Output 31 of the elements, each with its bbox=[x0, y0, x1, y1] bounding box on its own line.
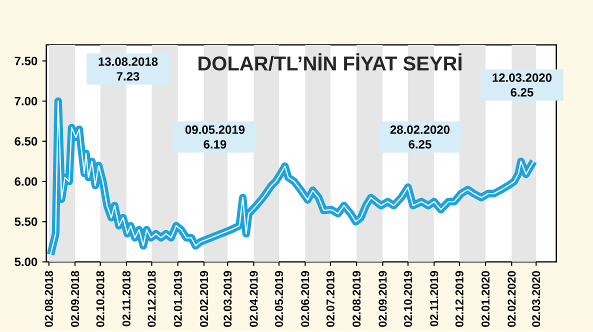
x-tick-label: 02.07.2019 bbox=[326, 271, 334, 327]
x-tick-label: 02.12.2019 bbox=[455, 271, 464, 327]
chart-title: DOLAR/TL’NİN FİYAT SEYRİ bbox=[198, 53, 462, 71]
x-tick-label: 02.03.2019 bbox=[224, 271, 232, 327]
y-tick-label: 7.00 bbox=[14, 97, 38, 106]
x-tick-label: 02.10.2019 bbox=[404, 271, 412, 327]
x-tick-label: 02.11.2019 bbox=[430, 271, 438, 326]
x-tick-label: 02.08.2019 bbox=[352, 271, 361, 327]
x-tick-label: 02.08.2018 bbox=[44, 271, 53, 327]
x-tick-label: 02.01.2020 bbox=[482, 271, 490, 327]
y-tick-label: 5.00 bbox=[14, 258, 38, 266]
y-tick-label: 6.50 bbox=[14, 137, 38, 146]
x-tick-label: 02.12.2018 bbox=[148, 271, 156, 327]
annotation: 12.03.2020 6.25 bbox=[492, 74, 552, 97]
y-tick-label: 7.50 bbox=[14, 56, 38, 66]
x-tick-label: 02.05.2019 bbox=[275, 271, 284, 327]
annotation: 13.08.2018 7.23 bbox=[98, 58, 158, 81]
x-tick-label: 02.02.2019 bbox=[200, 271, 208, 327]
x-tick-label: 02.03.2020 bbox=[532, 271, 540, 327]
annotation: 09.05.2019 6.19 bbox=[185, 126, 245, 149]
y-tick-label: 6.00 bbox=[14, 177, 38, 186]
x-tick-label: 02.09.2019 bbox=[378, 271, 387, 327]
x-tick-label: 02.04.2019 bbox=[250, 271, 258, 327]
x-tick-label: 02.09.2018 bbox=[71, 271, 80, 327]
x-tick-label: 02.01.2019 bbox=[174, 271, 182, 327]
x-tick-label: 02.02.2020 bbox=[508, 271, 516, 327]
x-tick-label: 02.06.2019 bbox=[301, 271, 310, 327]
x-tick-label: 02.11.2018 bbox=[122, 271, 130, 326]
x-tick-label: 02.10.2018 bbox=[96, 271, 104, 327]
y-tick-label: 5.50 bbox=[14, 218, 38, 226]
annotation: 28.02.2020 6.25 bbox=[390, 126, 450, 149]
